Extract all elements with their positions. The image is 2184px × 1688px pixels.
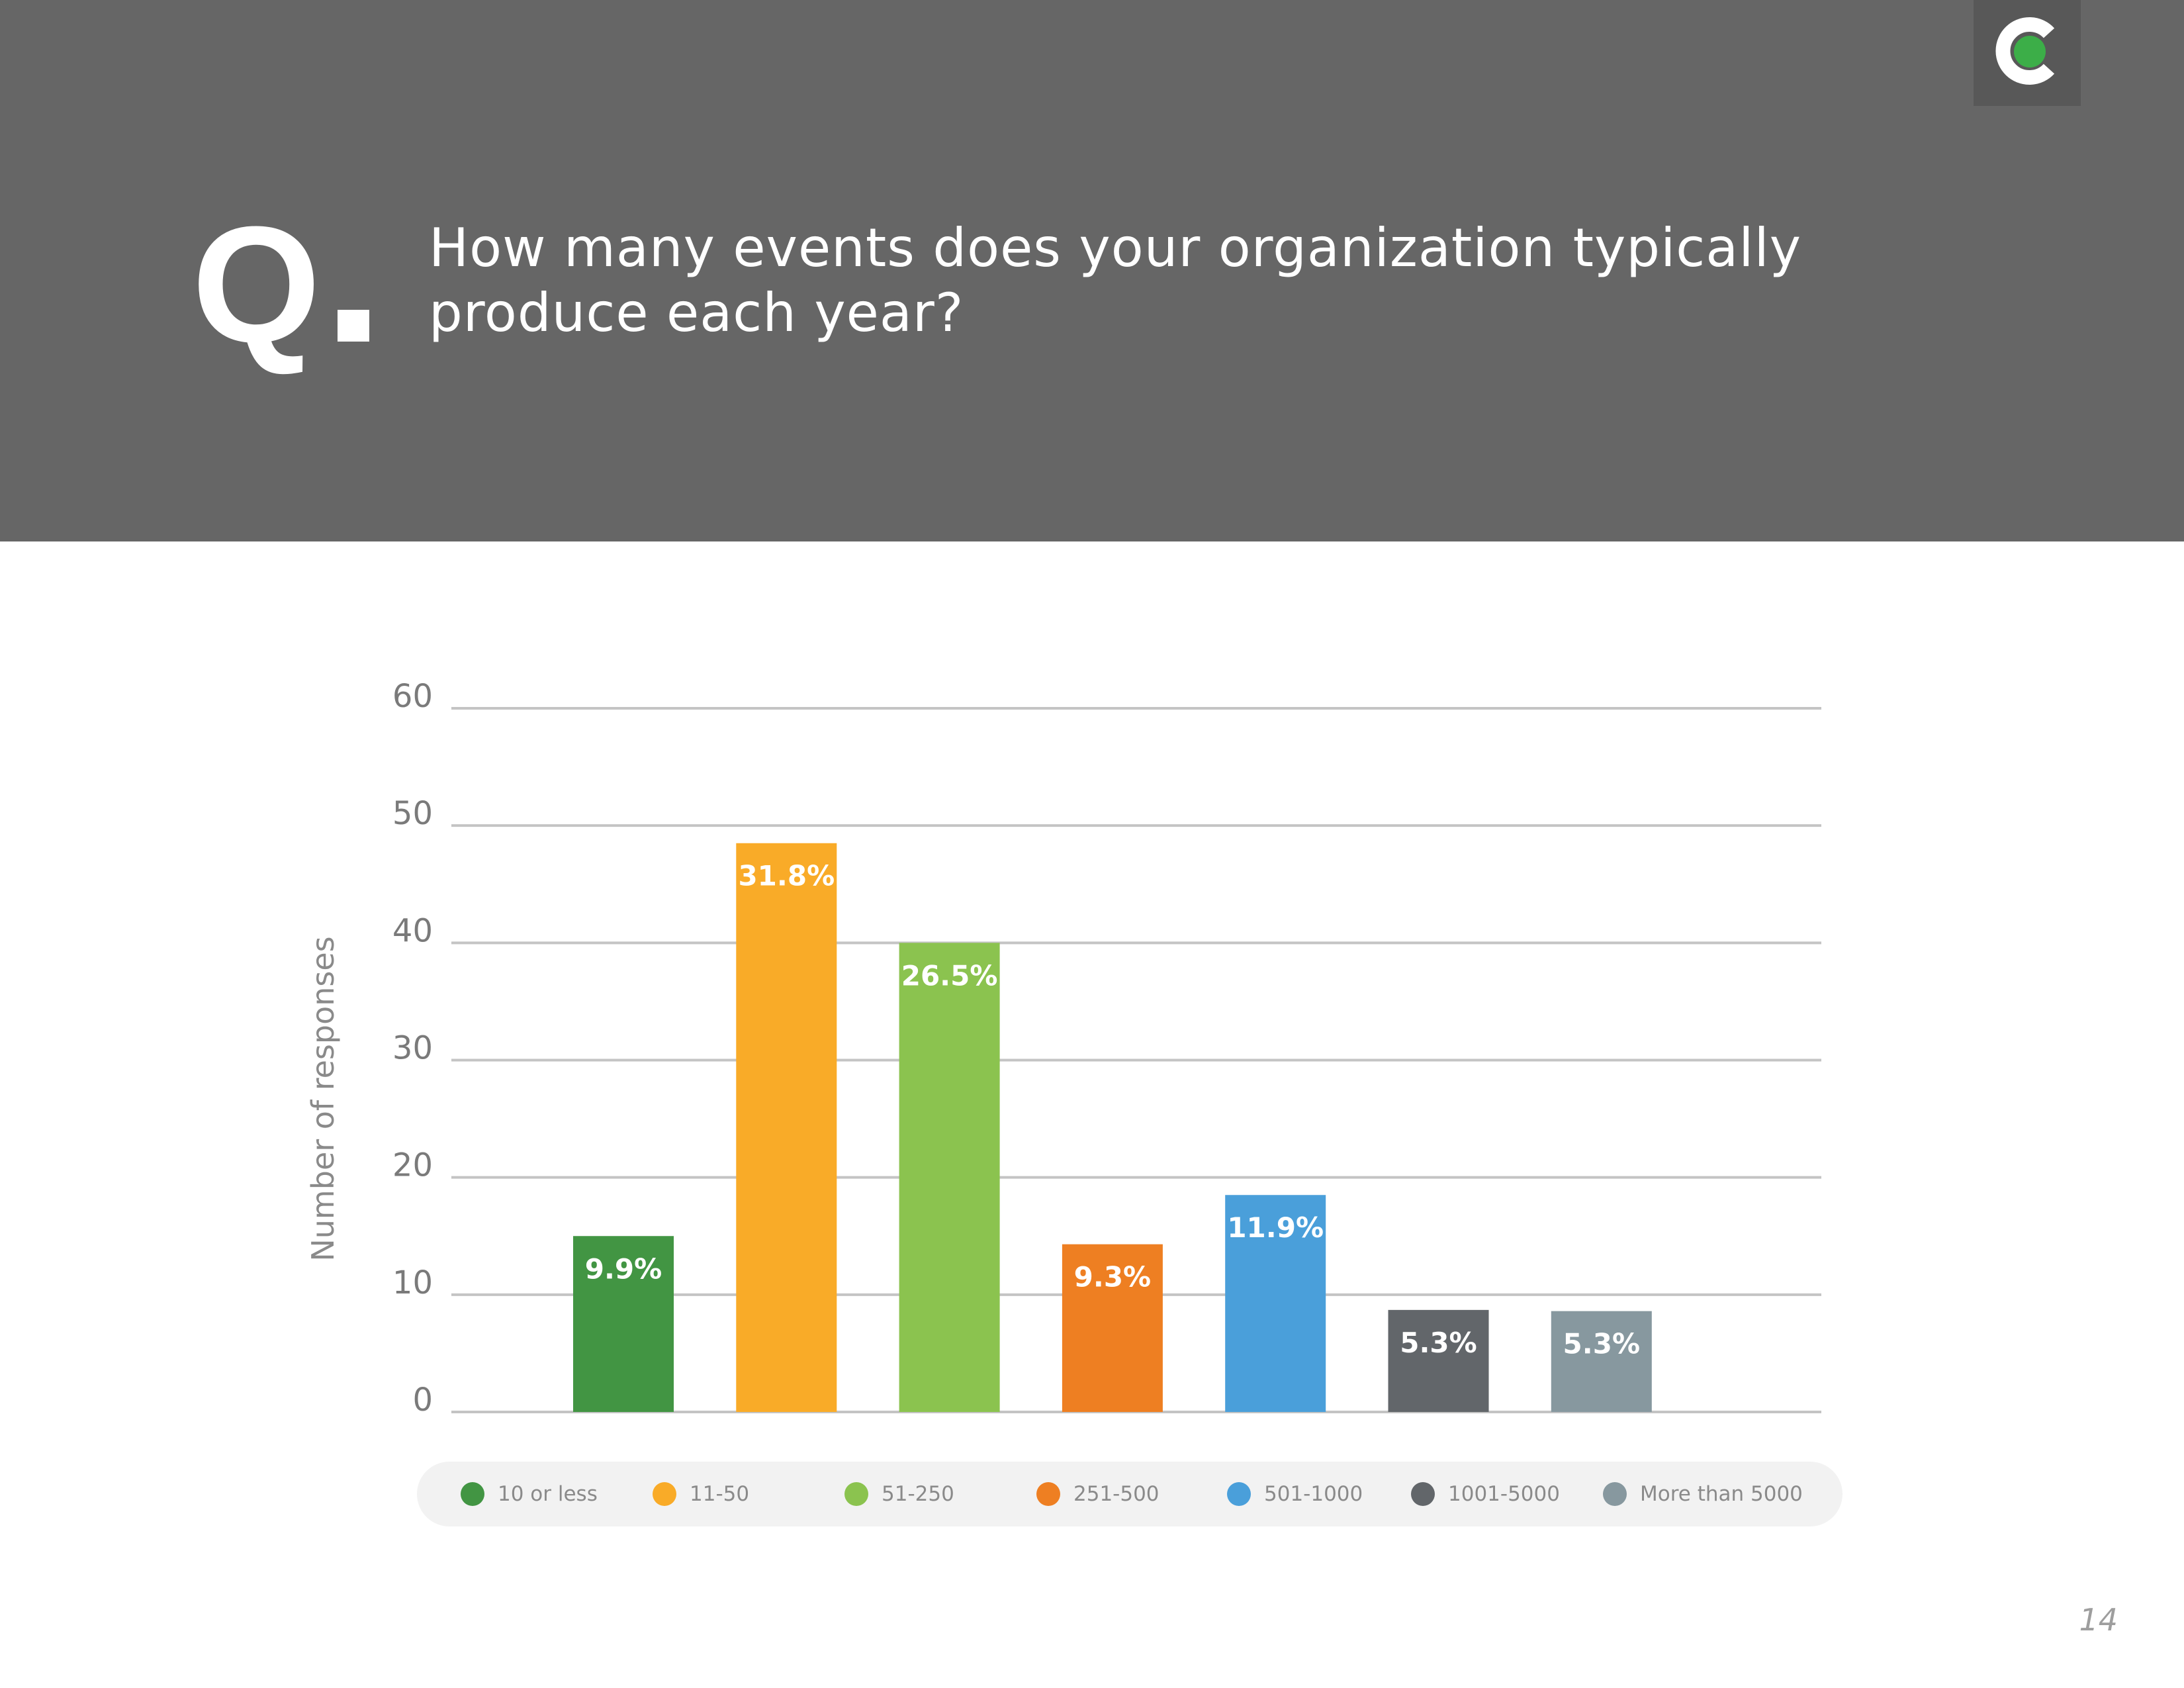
- y-tick-label: 20: [392, 1147, 433, 1184]
- bars: [573, 843, 1652, 1412]
- q-mark-dot: [338, 310, 369, 342]
- y-axis-label: Number of responses: [305, 936, 341, 1262]
- legend-item: 51-250: [844, 1462, 954, 1526]
- q-mark: Q: [192, 192, 320, 377]
- bar-5: [1388, 1309, 1489, 1412]
- legend-swatch: [461, 1482, 484, 1506]
- bar-data-label: 5.3%: [1563, 1328, 1640, 1360]
- page-number: 14: [2079, 1602, 2118, 1638]
- y-tick-label: 30: [392, 1030, 433, 1067]
- legend-item: 501-1000: [1227, 1462, 1363, 1526]
- bar-6: [1551, 1311, 1652, 1412]
- bar-data-label: 9.9%: [585, 1252, 662, 1285]
- y-tick-label: 50: [392, 795, 433, 832]
- legend-label: 251-500: [1073, 1482, 1160, 1506]
- question-text: How many events does your organization t…: [429, 217, 1802, 344]
- bar-data-label: 9.3%: [1074, 1261, 1151, 1293]
- bar-2: [899, 943, 1000, 1412]
- legend-label: 10 or less: [498, 1482, 598, 1506]
- y-tick-label: 40: [392, 912, 433, 949]
- legend-item: 1001-5000: [1411, 1462, 1560, 1526]
- legend-item: More than 5000: [1603, 1462, 1803, 1526]
- y-tick-label: 60: [392, 678, 433, 715]
- bar-1: [736, 843, 837, 1412]
- bar-data-label: 11.9%: [1227, 1211, 1324, 1244]
- bar-data-label: 5.3%: [1400, 1327, 1477, 1359]
- y-tick-label: 0: [412, 1382, 433, 1419]
- y-tick-label: 10: [392, 1264, 433, 1301]
- chart-legend: 10 or less 11-50 51-250 251-500 501-1000 1001…: [417, 1462, 1843, 1526]
- legend-label: 11-50: [690, 1482, 750, 1506]
- legend-label: More than 5000: [1640, 1482, 1803, 1506]
- legend-swatch: [653, 1482, 676, 1506]
- legend-swatch: [1603, 1482, 1627, 1506]
- legend-item: 10 or less: [461, 1462, 598, 1526]
- legend-swatch: [1036, 1482, 1060, 1506]
- brand-c-logo-icon: [1974, 0, 2081, 106]
- bar-data-labels: 9.9% 31.8% 26.5% 9.3% 11.9% 5.3% 5.3%: [585, 860, 1640, 1360]
- legend-item: 11-50: [653, 1462, 749, 1526]
- legend-label: 51-250: [882, 1482, 954, 1506]
- legend-swatch: [1411, 1482, 1435, 1506]
- bar-data-label: 31.8%: [738, 860, 835, 892]
- legend-swatch: [844, 1482, 868, 1506]
- legend-label: 501-1000: [1264, 1482, 1363, 1506]
- bar-0: [573, 1236, 674, 1412]
- bar-3: [1062, 1244, 1163, 1412]
- legend-label: 1001-5000: [1448, 1482, 1560, 1506]
- logo-accent-dot: [2014, 36, 2046, 68]
- question-header: Q How many events does your organization…: [0, 0, 2184, 541]
- y-axis-ticks: 0 10 20 30 40 50 60: [392, 678, 433, 1419]
- legend-item: 251-500: [1036, 1462, 1160, 1526]
- bar-4: [1225, 1195, 1326, 1412]
- legend-swatch: [1227, 1482, 1251, 1506]
- bar-data-label: 26.5%: [901, 959, 998, 992]
